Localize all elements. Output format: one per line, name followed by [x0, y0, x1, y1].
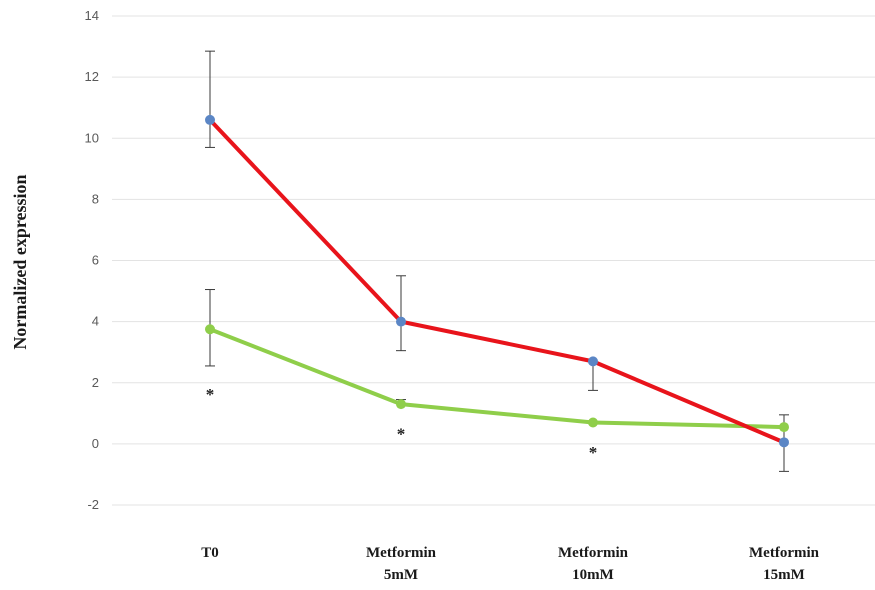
- x-category-label: 10mM: [572, 567, 614, 583]
- data-point: [396, 399, 406, 410]
- y-tick-label: 6: [92, 253, 99, 268]
- annotations: * * *: [206, 385, 598, 462]
- y-tick-label: 8: [92, 191, 99, 206]
- series-line-1: [208, 117, 786, 445]
- significance-asterisk: *: [589, 443, 598, 462]
- data-point: [588, 417, 598, 428]
- data-points: [205, 114, 789, 448]
- y-tick-label: 2: [92, 375, 99, 390]
- y-tick-label: 4: [92, 314, 99, 329]
- significance-asterisk: *: [397, 425, 406, 444]
- x-category-label: T0: [201, 545, 219, 561]
- y-tick-label: 12: [85, 69, 99, 84]
- data-point: [779, 437, 789, 448]
- y-axis-ticks: 14 12 10 8 6 4 2 0 -2: [85, 8, 99, 512]
- x-axis-categories: T0 Metformin 5mM Metformin 10mM Metformin 15mM: [201, 545, 819, 583]
- y-axis-label: Normalized expression: [10, 174, 30, 349]
- grid: [112, 15, 875, 506]
- x-category-label: Metformin: [558, 545, 629, 561]
- data-point: [779, 422, 789, 433]
- y-tick-label: 0: [92, 436, 99, 451]
- x-category-label: 15mM: [763, 567, 805, 583]
- x-category-label: Metformin: [366, 545, 437, 561]
- data-point: [588, 356, 598, 367]
- data-point: [396, 316, 406, 327]
- significance-asterisk: *: [206, 385, 215, 404]
- x-category-label: Metformin: [749, 545, 820, 561]
- data-point: [205, 324, 215, 335]
- data-point: [205, 114, 215, 125]
- y-tick-label: -2: [87, 497, 99, 512]
- x-category-label: 5mM: [384, 567, 418, 583]
- y-tick-label: 14: [85, 8, 99, 23]
- series-line-2: [208, 327, 786, 430]
- y-tick-label: 10: [85, 130, 99, 145]
- series-lines: [208, 117, 786, 445]
